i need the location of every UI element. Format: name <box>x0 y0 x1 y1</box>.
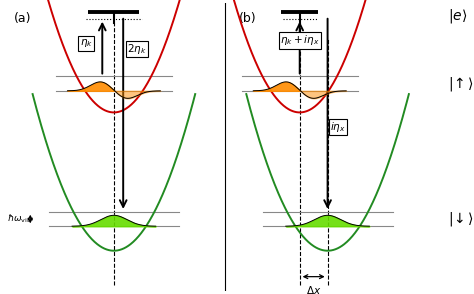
Text: $|e\rangle$: $|e\rangle$ <box>448 7 468 25</box>
Text: $|\!\downarrow\rangle$: $|\!\downarrow\rangle$ <box>448 210 474 228</box>
Text: $|\!\uparrow\rangle$: $|\!\uparrow\rangle$ <box>448 75 474 93</box>
Text: $\Delta x$: $\Delta x$ <box>306 284 321 294</box>
Text: $i\eta_x$: $i\eta_x$ <box>330 120 346 134</box>
Text: $\hbar\omega_\mathrm{vib}$: $\hbar\omega_\mathrm{vib}$ <box>7 213 32 225</box>
Text: $\eta_k$: $\eta_k$ <box>80 37 92 49</box>
Text: $\eta_k + i\eta_x$: $\eta_k + i\eta_x$ <box>280 34 319 47</box>
Text: (a): (a) <box>14 11 32 25</box>
Text: (b): (b) <box>239 11 257 25</box>
Text: $2\eta_k$: $2\eta_k$ <box>128 42 147 56</box>
